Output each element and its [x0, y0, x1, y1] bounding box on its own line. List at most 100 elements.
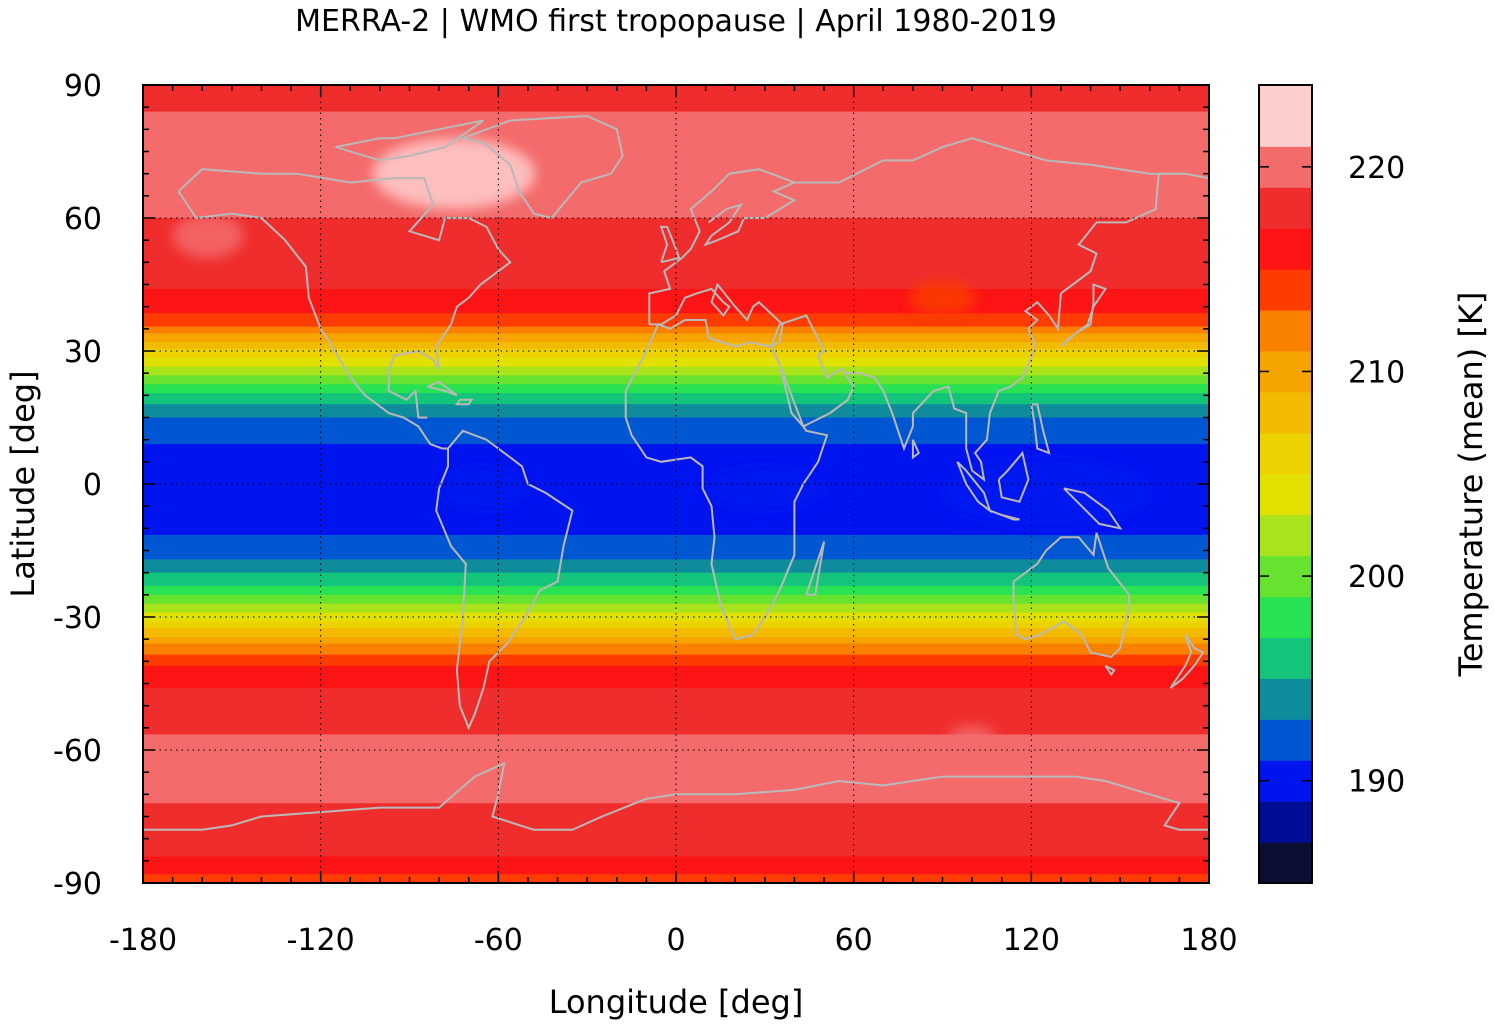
temperature-band-91 — [143, 286, 1209, 290]
temperature-band-234 — [143, 603, 1209, 607]
temperature-band-9 — [143, 104, 1209, 108]
colorbar-level-14 — [1259, 269, 1312, 311]
temperature-band-344 — [143, 847, 1209, 851]
temperature-band-169 — [143, 459, 1209, 463]
temperature-band-102 — [143, 311, 1209, 314]
temperature-band-35 — [143, 162, 1209, 166]
temperature-band-130 — [143, 373, 1209, 376]
temperature-anomalies — [172, 138, 1150, 790]
temperature-band-85 — [143, 273, 1209, 277]
temperature-band-65 — [143, 229, 1209, 232]
temperature-band-311 — [143, 774, 1209, 778]
temperature-band-144 — [143, 404, 1209, 408]
temperature-band-339 — [143, 836, 1209, 840]
temperature-band-210 — [143, 550, 1209, 554]
temperature-band-182 — [143, 488, 1209, 492]
temperature-band-164 — [143, 448, 1209, 452]
colorbar-level-16 — [1259, 187, 1312, 229]
temperature-band-276 — [143, 696, 1209, 700]
temperature-band-153 — [143, 424, 1209, 427]
grid-lines — [143, 85, 1209, 883]
coastline-10 — [769, 314, 855, 428]
temperature-band-137 — [143, 388, 1209, 392]
temperature-band-240 — [143, 617, 1209, 620]
anomaly-0 — [372, 138, 536, 210]
temperature-band-195 — [143, 517, 1209, 521]
temperature-band-328 — [143, 812, 1209, 815]
temperature-band-202 — [143, 532, 1209, 536]
temperature-band-287 — [143, 721, 1209, 724]
temperature-band-45 — [143, 184, 1209, 188]
y-tick-label: -60 — [53, 734, 102, 769]
temperature-band-43 — [143, 180, 1209, 184]
temperature-band-246 — [143, 630, 1209, 634]
temperature-band-217 — [143, 566, 1209, 569]
temperature-band-106 — [143, 319, 1209, 323]
temperature-band-142 — [143, 399, 1209, 403]
temperature-band-44 — [143, 182, 1209, 186]
coastline-18 — [1030, 403, 1051, 455]
temperature-band-184 — [143, 492, 1209, 496]
temperature-band-262 — [143, 665, 1209, 669]
temperature-band-266 — [143, 674, 1209, 678]
x-axis-label: Longitude [deg] — [549, 983, 804, 1021]
temperature-band-96 — [143, 297, 1209, 301]
temperature-band-125 — [143, 362, 1209, 365]
temperature-band-256 — [143, 652, 1209, 656]
temperature-band-286 — [143, 718, 1209, 722]
temperature-band-87 — [143, 277, 1209, 281]
temperature-band-329 — [143, 814, 1209, 818]
temperature-band-145 — [143, 406, 1209, 410]
temperature-band-205 — [143, 539, 1209, 543]
temperature-band-155 — [143, 428, 1209, 432]
temperature-band-165 — [143, 450, 1209, 454]
temperature-band-8 — [143, 102, 1209, 106]
temperature-band-123 — [143, 357, 1209, 361]
temperature-band-90 — [143, 284, 1209, 288]
x-tick-label: -120 — [287, 923, 355, 958]
y-tick-labels: 90 60 30 0 -30 -60 -90 — [53, 69, 102, 902]
temperature-band-338 — [143, 834, 1209, 838]
temperature-band-150 — [143, 417, 1209, 421]
temperature-band-101 — [143, 308, 1209, 312]
temperature-band-230 — [143, 594, 1209, 598]
temperature-band-88 — [143, 280, 1209, 283]
temperature-band-274 — [143, 692, 1209, 696]
temperature-band-179 — [143, 481, 1209, 485]
temperature-band-303 — [143, 756, 1209, 760]
coastline-21 — [1169, 634, 1205, 689]
temperature-band-26 — [143, 142, 1209, 146]
temperature-band-127 — [143, 366, 1209, 370]
temperature-band-177 — [143, 477, 1209, 481]
coastline-25 — [455, 398, 474, 406]
temperature-band-82 — [143, 266, 1209, 270]
temperature-band-299 — [143, 747, 1209, 751]
temperature-band-209 — [143, 548, 1209, 552]
temperature-band-135 — [143, 384, 1209, 388]
temperature-band-14 — [143, 116, 1209, 119]
temperature-band-334 — [143, 825, 1209, 829]
temperature-band-147 — [143, 410, 1209, 414]
temperature-band-316 — [143, 785, 1209, 789]
coastline-15 — [989, 509, 1020, 521]
temperature-band-86 — [143, 275, 1209, 279]
colorbar-level-6 — [1259, 596, 1312, 638]
temperature-band-272 — [143, 687, 1209, 691]
temperature-band-107 — [143, 322, 1209, 325]
temperature-band-326 — [143, 807, 1209, 811]
temperature-band-277 — [143, 699, 1209, 702]
colorbar-level-9 — [1259, 473, 1312, 516]
temperature-band-273 — [143, 690, 1209, 693]
x-tick-label: 60 — [835, 923, 873, 958]
temperature-band-152 — [143, 421, 1209, 425]
temperature-band-192 — [143, 510, 1209, 514]
coastline-22 — [911, 439, 921, 460]
anomaly-1 — [172, 213, 244, 258]
temperature-band-244 — [143, 625, 1209, 629]
temperature-band-75 — [143, 251, 1209, 255]
temperature-band-143 — [143, 401, 1209, 405]
temperature-band-321 — [143, 796, 1209, 800]
temperature-band-294 — [143, 736, 1209, 740]
temperature-band-117 — [143, 344, 1209, 348]
